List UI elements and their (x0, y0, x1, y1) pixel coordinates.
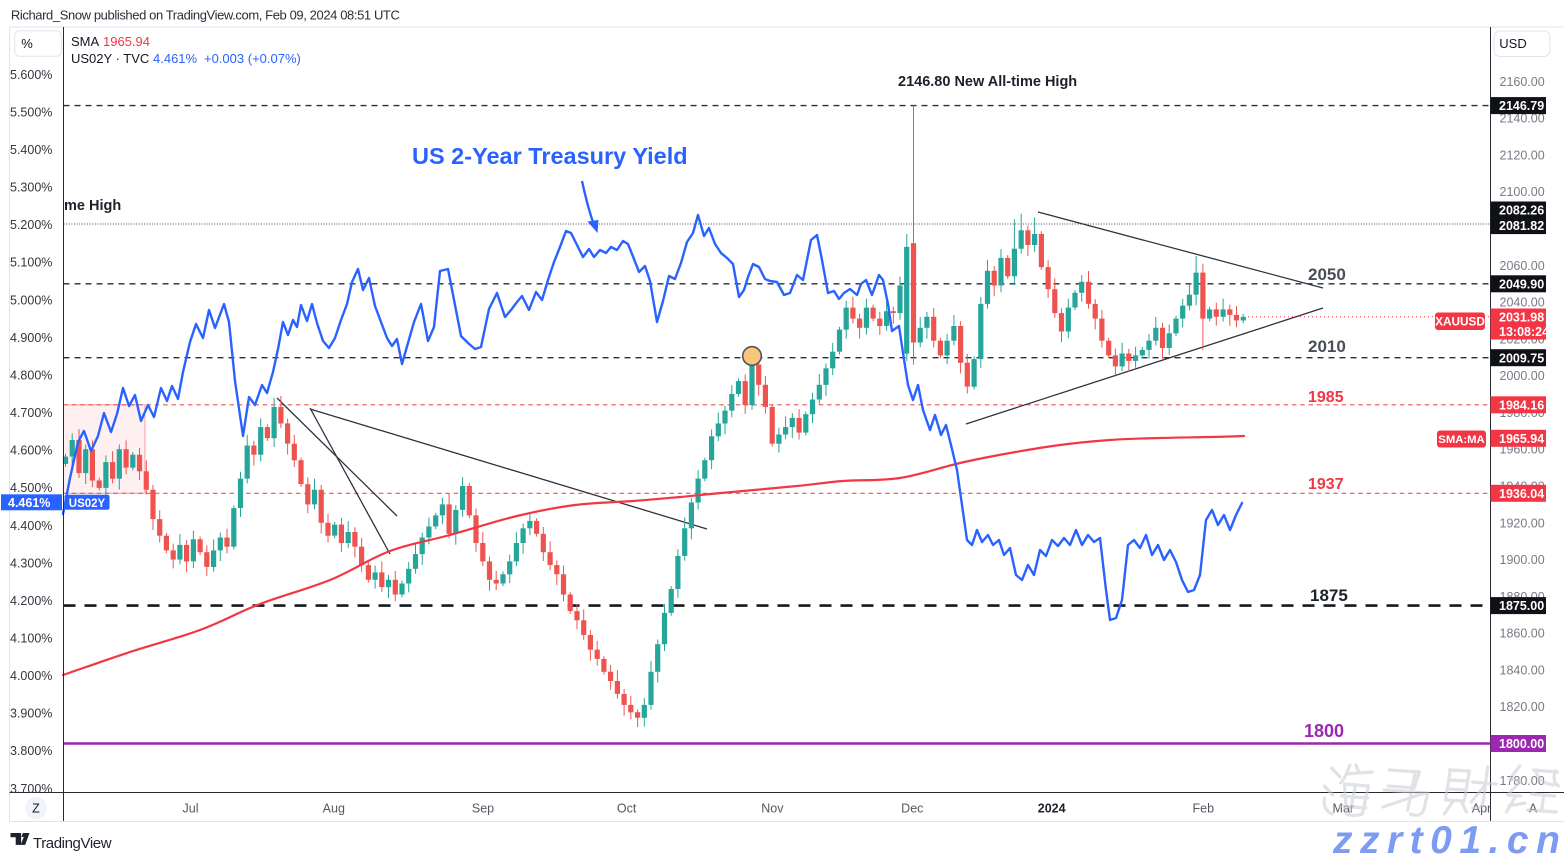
svg-text:2100.00: 2100.00 (1500, 185, 1545, 199)
svg-text:1965.94: 1965.94 (103, 34, 150, 49)
svg-text:1840.00: 1840.00 (1500, 663, 1545, 677)
svg-text:1800.00: 1800.00 (1499, 737, 1544, 751)
svg-text:13:08:24: 13:08:24 (1499, 325, 1549, 339)
svg-text:4.300%: 4.300% (10, 556, 52, 570)
svg-text:2146.79: 2146.79 (1499, 99, 1544, 113)
svg-text:US02Y: US02Y (69, 498, 106, 510)
svg-text:2082.26: 2082.26 (1499, 204, 1544, 218)
svg-text:Jul: Jul (183, 802, 199, 816)
svg-text:1937: 1937 (1308, 476, 1344, 493)
svg-text:2040.00: 2040.00 (1500, 296, 1545, 310)
svg-text:4.900%: 4.900% (10, 331, 52, 345)
svg-text:Apr: Apr (1472, 802, 1491, 816)
svg-text:4.200%: 4.200% (10, 594, 52, 608)
svg-text:2031.98: 2031.98 (1499, 310, 1544, 324)
svg-text:1860.00: 1860.00 (1500, 627, 1545, 641)
svg-text:2010: 2010 (1308, 337, 1346, 356)
svg-text:3.700%: 3.700% (10, 782, 52, 796)
svg-text:US 2-Year Treasury Yield: US 2-Year Treasury Yield (412, 143, 688, 169)
svg-text:5.000%: 5.000% (10, 293, 52, 307)
svg-text:2049.90: 2049.90 (1499, 277, 1544, 291)
svg-text:1820.00: 1820.00 (1500, 700, 1545, 714)
svg-text:5.500%: 5.500% (10, 105, 52, 119)
svg-text:Oct: Oct (617, 802, 637, 816)
svg-text:SMA:MA: SMA:MA (1438, 434, 1484, 446)
svg-text:4.461%: 4.461% (8, 496, 50, 510)
svg-text:%: % (21, 36, 33, 51)
svg-text:3.900%: 3.900% (10, 707, 52, 721)
svg-text:5.200%: 5.200% (10, 218, 52, 232)
svg-text:1900.00: 1900.00 (1500, 553, 1545, 567)
svg-text:me High: me High (64, 198, 121, 214)
svg-text:SMA: SMA (71, 34, 100, 49)
svg-text:2050: 2050 (1308, 265, 1346, 284)
svg-text:Z: Z (32, 802, 40, 816)
svg-text:zzrt01.cn: zzrt01.cn (1332, 819, 1564, 857)
svg-text:2060.00: 2060.00 (1500, 259, 1545, 273)
svg-text:XAUUSD: XAUUSD (1435, 315, 1485, 329)
svg-text:4.700%: 4.700% (10, 406, 52, 420)
svg-text:1800: 1800 (1304, 721, 1344, 741)
svg-text:1984.16: 1984.16 (1499, 398, 1544, 412)
svg-text:1875.00: 1875.00 (1499, 599, 1544, 613)
svg-text:+0.003 (+0.07%): +0.003 (+0.07%) (204, 51, 301, 66)
svg-text:5.600%: 5.600% (10, 68, 52, 82)
svg-text:4.400%: 4.400% (10, 519, 52, 533)
svg-text:4.800%: 4.800% (10, 368, 52, 382)
svg-text:5.100%: 5.100% (10, 256, 52, 270)
svg-text:Sep: Sep (472, 802, 494, 816)
svg-text:1965.94: 1965.94 (1499, 432, 1544, 446)
svg-text:Aug: Aug (323, 802, 345, 816)
svg-text:Mar: Mar (1333, 802, 1355, 816)
svg-text:3.800%: 3.800% (10, 744, 52, 758)
svg-text:1985: 1985 (1308, 389, 1344, 406)
svg-text:4.000%: 4.000% (10, 669, 52, 683)
svg-text:4.100%: 4.100% (10, 632, 52, 646)
svg-text:2140.00: 2140.00 (1500, 112, 1545, 126)
svg-text:1936.04: 1936.04 (1499, 487, 1544, 501)
svg-text:A: A (1529, 802, 1538, 816)
svg-text:2146.80 New All-time High: 2146.80 New All-time High (898, 74, 1077, 90)
svg-text:Dec: Dec (901, 802, 923, 816)
svg-text:4.500%: 4.500% (10, 481, 52, 495)
svg-text:Richard_Snow published on Trad: Richard_Snow published on TradingView.co… (11, 8, 400, 23)
svg-text:2160.00: 2160.00 (1500, 75, 1545, 89)
svg-text:USD: USD (1499, 36, 1526, 51)
svg-text:2120.00: 2120.00 (1500, 148, 1545, 162)
svg-text:5.300%: 5.300% (10, 181, 52, 195)
svg-text:2024: 2024 (1038, 802, 1066, 816)
svg-text:Feb: Feb (1193, 802, 1215, 816)
svg-text:5.400%: 5.400% (10, 143, 52, 157)
svg-text:4.600%: 4.600% (10, 444, 52, 458)
svg-text:TradingView: TradingView (33, 835, 112, 852)
svg-text:1920.00: 1920.00 (1500, 516, 1545, 530)
svg-text:2000.00: 2000.00 (1500, 369, 1545, 383)
svg-text:2081.82: 2081.82 (1499, 219, 1544, 233)
svg-text:2009.75: 2009.75 (1499, 351, 1544, 365)
svg-text:US02Y · TVC: US02Y · TVC (71, 51, 149, 66)
svg-text:Nov: Nov (761, 802, 784, 816)
svg-text:4.461%: 4.461% (153, 51, 198, 66)
svg-text:1875: 1875 (1310, 586, 1348, 605)
